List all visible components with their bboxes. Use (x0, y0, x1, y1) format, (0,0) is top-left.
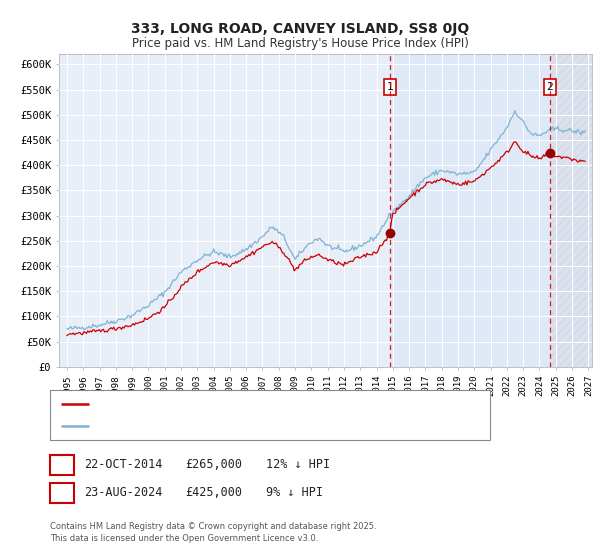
Text: 1: 1 (386, 82, 393, 92)
Text: Contains HM Land Registry data © Crown copyright and database right 2025.
This d: Contains HM Land Registry data © Crown c… (50, 522, 376, 543)
Bar (390, 54, 550, 367)
Text: 12% ↓ HPI: 12% ↓ HPI (266, 458, 330, 472)
Text: 2: 2 (547, 82, 553, 92)
Text: Price paid vs. HM Land Registry's House Price Index (HPI): Price paid vs. HM Land Registry's House … (131, 37, 469, 50)
Text: 22-OCT-2014: 22-OCT-2014 (85, 458, 163, 472)
Text: £425,000: £425,000 (185, 486, 242, 500)
Text: 1: 1 (58, 458, 65, 472)
Text: HPI: Average price, detached house, Castle Point: HPI: Average price, detached house, Cast… (98, 421, 398, 431)
Text: £265,000: £265,000 (185, 458, 242, 472)
Text: 333, LONG ROAD, CANVEY ISLAND, SS8 0JQ: 333, LONG ROAD, CANVEY ISLAND, SS8 0JQ (131, 22, 469, 36)
Text: 2: 2 (58, 486, 65, 500)
Text: 23-AUG-2024: 23-AUG-2024 (85, 486, 163, 500)
Text: 9% ↓ HPI: 9% ↓ HPI (266, 486, 323, 500)
Text: 333, LONG ROAD, CANVEY ISLAND, SS8 0JQ (detached house): 333, LONG ROAD, CANVEY ISLAND, SS8 0JQ (… (98, 399, 442, 409)
Bar (550, 54, 592, 367)
